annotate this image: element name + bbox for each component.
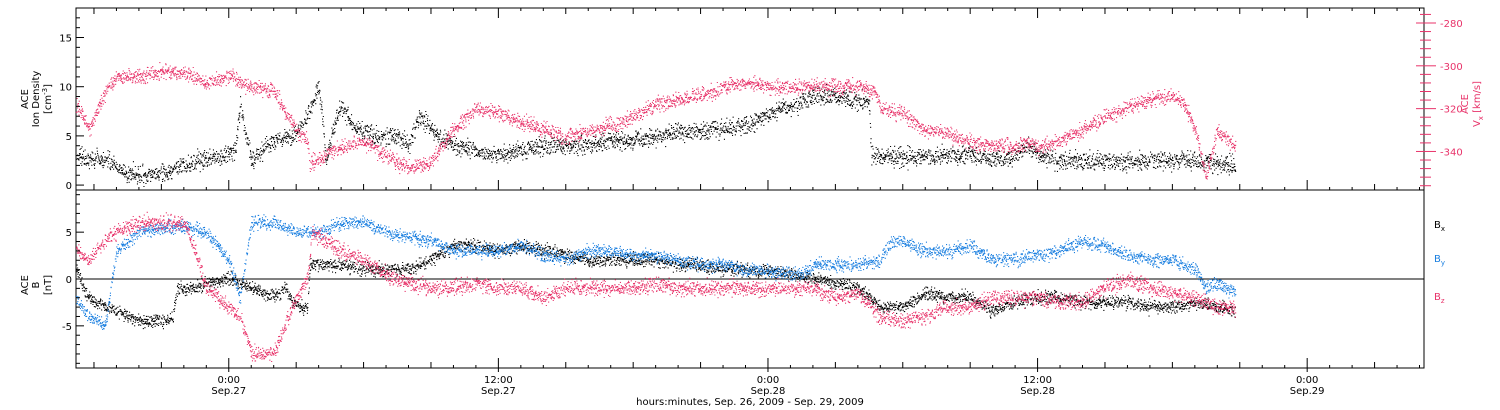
top-panel-marks [75, 62, 1237, 188]
legend: Bx By Bz [1434, 220, 1445, 305]
legend-by: By [1434, 254, 1445, 267]
time-tick-label: 0:00 [218, 375, 240, 386]
series-by-points [76, 214, 1237, 330]
density-ylabel-unit-sup: -3 [41, 88, 49, 95]
density-tick-label: 5 [66, 132, 72, 143]
top-panel-frame [75, 7, 1425, 191]
legend-by-main: B [1434, 254, 1441, 265]
legend-bx-sub: x [1441, 225, 1445, 233]
date-tick-label: Sep.28 [1020, 386, 1055, 397]
series-bz-points [76, 211, 1237, 363]
time-axis: 0:00Sep.2712:00Sep.270:00Sep.2812:00Sep.… [93, 8, 1421, 397]
density-ylabel-unit: [cm-3] [41, 84, 54, 114]
time-tick-label: 12:00 [1023, 375, 1052, 386]
time-tick-label: 0:00 [1296, 375, 1318, 386]
density-ylabel-unit-open: [cm [43, 95, 54, 114]
velocity-tick-label: -300 [1440, 62, 1463, 73]
velocity-ylabel-main: Vx [km/s] [1472, 81, 1485, 127]
field-tick-label: 5 [66, 228, 72, 239]
time-tick-label: 12:00 [484, 375, 513, 386]
velocity-axis: -280 -300 -320 -340 [1416, 13, 1463, 187]
time-axis-title: hours:minutes, Sep. 26, 2009 - Sep. 29, … [636, 397, 864, 408]
legend-bz: Bz [1434, 292, 1445, 305]
field-tick-label: 0 [66, 275, 72, 286]
date-tick-label: Sep.27 [211, 386, 246, 397]
bottom-panel: -5 0 5 ACE B [nT] Bx By Bz [20, 189, 1445, 369]
field-tick-label: -5 [62, 322, 72, 333]
date-tick-label: Sep.28 [751, 386, 786, 397]
legend-by-sub: y [1441, 259, 1445, 267]
legend-bx-main: B [1434, 220, 1441, 231]
velocity-ylabel-unit: [km/s] [1472, 81, 1483, 116]
date-tick-label: Sep.29 [1290, 386, 1325, 397]
bottom-panel-marks [76, 211, 1237, 363]
density-ylabel-line2: Ion Density [31, 71, 42, 128]
velocity-tick-label: -320 [1440, 105, 1463, 116]
velocity-tick-label: -340 [1440, 147, 1463, 158]
date-tick-label: Sep.27 [481, 386, 516, 397]
time-tick-label: 0:00 [757, 375, 779, 386]
density-axis: 0 5 10 15 [59, 17, 84, 192]
density-tick-label: 0 [66, 181, 72, 192]
density-ylabel-unit-close: ] [43, 84, 54, 88]
legend-bz-sub: z [1441, 297, 1445, 305]
velocity-ylabel-sub: x [1477, 116, 1485, 120]
series-vx-points [75, 62, 1237, 180]
field-ylabel-line3: [nT] [43, 275, 54, 295]
density-ylabel-line1: ACE [20, 89, 31, 109]
legend-bx: Bx [1434, 220, 1445, 233]
field-ylabel-line2: B [31, 281, 42, 288]
series-density-points [76, 81, 1237, 188]
density-tick-label: 10 [59, 83, 72, 94]
velocity-ylabel-v: V [1472, 120, 1483, 127]
velocity-ylabel-line1: ACE [1460, 94, 1471, 114]
legend-bz-main: B [1434, 292, 1441, 303]
density-tick-label: 15 [59, 34, 72, 45]
field-ylabel-line1: ACE [20, 275, 31, 295]
field-axis: -5 0 5 [62, 194, 84, 364]
velocity-tick-label: -280 [1440, 19, 1463, 30]
